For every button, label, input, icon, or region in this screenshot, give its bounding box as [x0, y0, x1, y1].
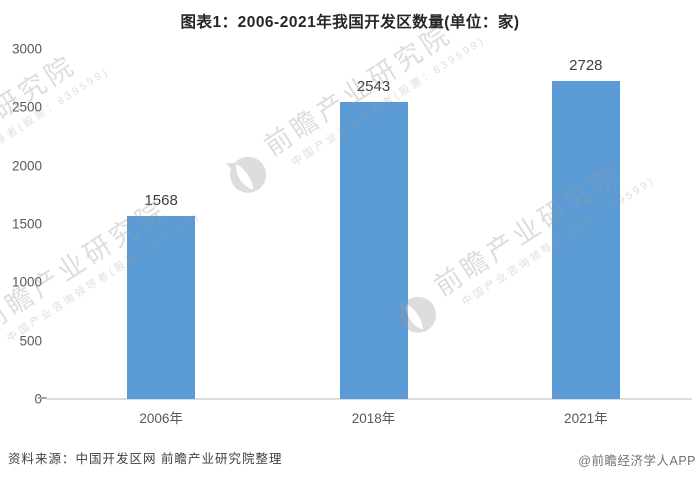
- y-tick-label: 2000: [11, 158, 42, 174]
- y-tick-label: 3000: [11, 41, 42, 57]
- watermark-subtitle: 中国产业咨询领导者(股票：839599): [0, 64, 112, 200]
- bar-value-label: 2543: [356, 78, 391, 95]
- y-tick-label: 500: [19, 333, 42, 349]
- chart-title: 图表1：2006-2021年我国开发区数量(单位：家): [180, 14, 520, 31]
- x-tick-label: 2021年: [564, 411, 608, 426]
- x-axis-line: [46, 398, 692, 400]
- y-tick-label: 1500: [11, 216, 42, 232]
- watermark: 前瞻产业研究院 中国产业咨询领导者(股票：839599): [0, 37, 112, 236]
- credit-note: @前瞻经济学人APP: [578, 454, 696, 468]
- bar-2006年: [127, 216, 195, 399]
- x-tick-label: 2018年: [351, 411, 396, 426]
- x-tick-label: 2006年: [139, 411, 183, 426]
- bar-2021年: [552, 81, 620, 399]
- y-tick-label: 2500: [11, 99, 42, 115]
- bar-value-label: 1568: [144, 192, 178, 209]
- bar-value-label: 2728: [569, 57, 603, 74]
- bar-2018年: [340, 102, 408, 399]
- y-tick-label: 1000: [11, 274, 42, 290]
- qianzhan-logo-icon: [226, 157, 267, 194]
- x-axis-zero-tick: [38, 397, 47, 399]
- data-source-note: 资料来源：中国开发区网 前瞻产业研究院整理: [8, 452, 283, 466]
- y-tick-label: 0: [34, 391, 42, 407]
